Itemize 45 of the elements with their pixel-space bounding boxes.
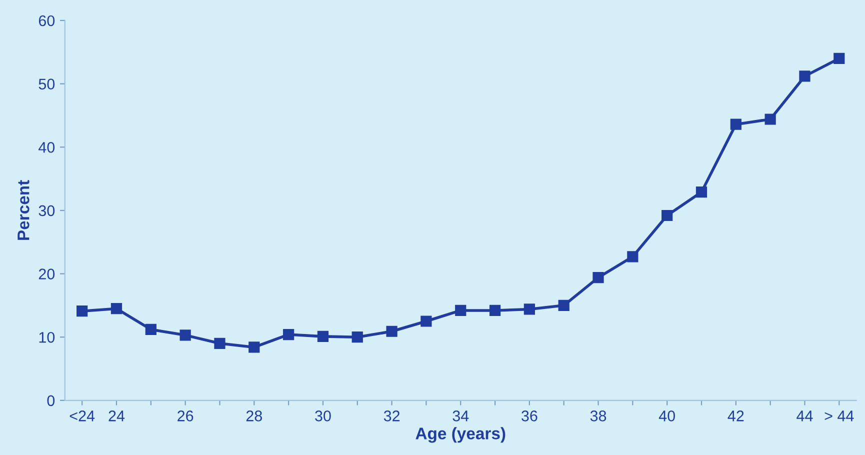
x-tick-label: 40	[658, 410, 675, 422]
y-tick-label: 10	[39, 332, 55, 343]
point	[489, 304, 501, 316]
point	[282, 328, 294, 340]
y-tick-label: 40	[38, 142, 55, 153]
y-tick-label: 50	[38, 78, 55, 90]
x-tick-label: 38	[590, 410, 606, 422]
point	[386, 326, 398, 337]
x-tick-label: 28	[246, 410, 262, 422]
y-tick-label: 60	[38, 15, 55, 26]
x-tick-label: 42	[728, 410, 744, 422]
point	[834, 52, 845, 64]
point	[524, 304, 535, 315]
x-tick-label: 30	[315, 410, 331, 422]
point	[145, 324, 156, 336]
x-tick-label: <24	[70, 410, 95, 422]
y-tick-label: 20	[38, 268, 55, 280]
point	[558, 300, 570, 311]
x-tick-label: 26	[178, 410, 194, 422]
point	[662, 210, 673, 222]
point	[592, 272, 604, 284]
point	[455, 304, 466, 316]
x-axis-title: Age (years)	[416, 427, 506, 443]
y-tick-label: 30	[38, 205, 55, 216]
x-tick-label: 44	[796, 410, 813, 422]
point	[799, 70, 810, 82]
point	[730, 118, 742, 130]
y-tick-label: 0	[47, 395, 55, 406]
point	[214, 338, 226, 349]
x-tick-label: 32	[384, 410, 400, 422]
point	[764, 114, 776, 125]
point	[696, 186, 708, 198]
point	[76, 306, 88, 317]
x-tick-label: 36	[522, 410, 538, 422]
point	[110, 303, 122, 314]
point	[420, 316, 432, 327]
point	[180, 330, 191, 341]
x-tick-label: > 44	[824, 410, 854, 422]
point	[352, 332, 363, 343]
y-axis-title: Percent	[18, 180, 30, 240]
point	[627, 251, 638, 262]
point	[248, 342, 260, 353]
x-tick-label: 24	[108, 410, 125, 422]
x-tick-label: 34	[452, 410, 469, 422]
point	[317, 330, 329, 342]
